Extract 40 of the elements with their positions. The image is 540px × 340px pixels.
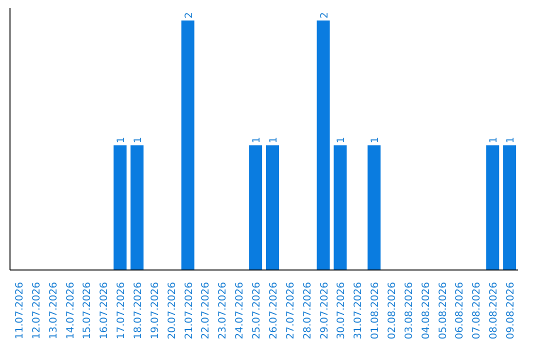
x-tick-label: 29.07.2026 [319,282,330,340]
x-tick-label: 26.07.2026 [268,282,280,340]
x-tick-label: 22.07.2026 [200,282,212,340]
data-label: 1 [488,136,500,144]
x-tick-label: 25.07.2026 [252,282,263,340]
x-tick-label: 27.07.2026 [285,282,296,340]
x-tick-label: 02.08.2026 [387,282,398,340]
data-label: 1 [133,136,144,144]
x-tick-label: 06.08.2026 [454,282,466,340]
x-tick-label: 16.07.2026 [99,282,110,340]
x-tick-label: 07.08.2026 [472,282,483,340]
x-tick-label: 30.07.2026 [336,282,348,340]
data-label: 2 [319,12,330,18]
data-label: 1 [252,136,263,144]
x-tick-label: 18.07.2026 [133,282,144,340]
x-tick-label: 19.07.2026 [150,282,161,340]
x-tick-label: 01.08.2026 [370,282,382,340]
data-label: 1 [506,136,517,144]
data-label: 1 [116,136,128,144]
x-tick-label: 21.07.2026 [184,282,195,340]
x-tick-label: 03.08.2026 [404,282,415,340]
x-tick-label: 12.07.2026 [31,282,42,340]
data-label: 2 [184,12,195,18]
x-tick-label: 04.08.2026 [420,282,432,340]
x-tick-label: 15.07.2026 [82,282,94,340]
x-tick-label: 11.07.2026 [14,282,26,340]
x-tick-label: 28.07.2026 [302,282,314,340]
x-tick-label: 23.07.2026 [218,282,229,340]
x-tick-label: 08.08.2026 [488,282,500,340]
x-tick-label: 20.07.2026 [166,282,178,340]
data-label: 1 [370,136,382,144]
data-label: 1 [268,136,280,144]
x-tick-label: 31.07.2026 [353,282,364,340]
x-tick-label: 13.07.2026 [48,282,60,340]
x-tick-label: 14.07.2026 [65,282,76,340]
x-tick-label: 09.08.2026 [506,282,517,340]
x-tick-label: 17.07.2026 [116,282,128,340]
data-label: 1 [336,136,348,144]
x-tick-label: 05.08.2026 [438,282,449,340]
x-tick-label: 24.07.2026 [234,282,246,340]
